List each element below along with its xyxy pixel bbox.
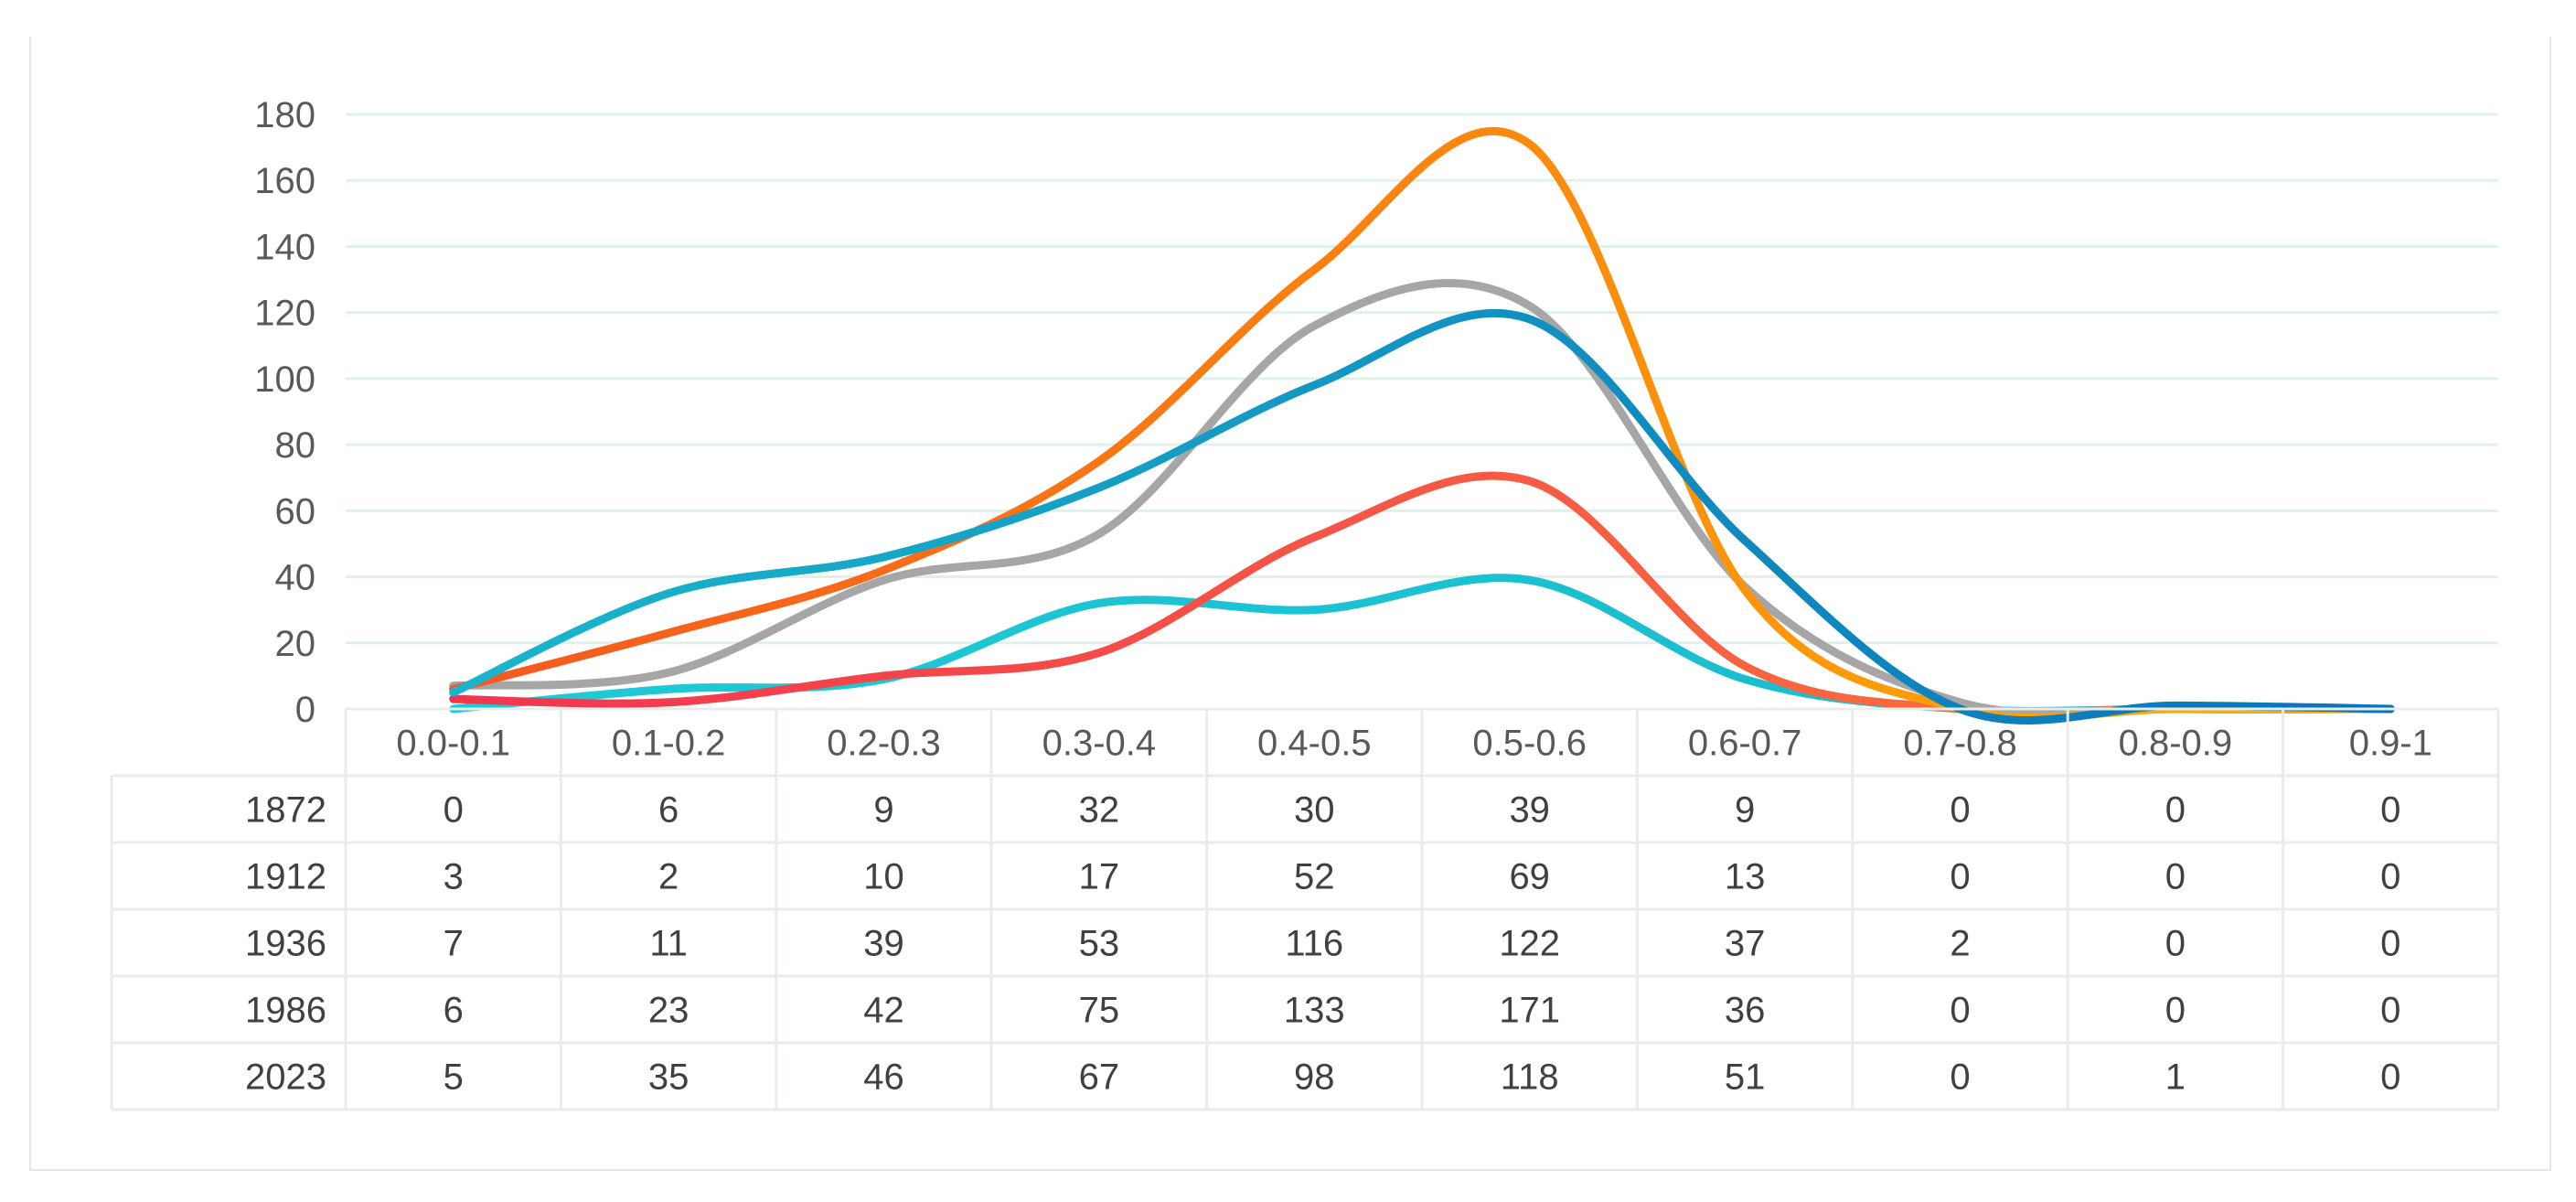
series-lines [449,126,2395,724]
legend-label-1986: 1986 [245,991,326,1031]
table-cell: 7 [444,924,464,964]
table-cell: 39 [1509,790,1550,831]
x-category-label: 0.6-0.7 [1688,724,1802,764]
table-cell: 0 [1950,857,1970,897]
y-tick-label: 140 [254,227,315,267]
chart-frame [29,37,2551,1171]
table-cell: 52 [1294,857,1335,897]
y-tick-label: 120 [254,294,315,334]
table-cell: 36 [1725,991,1766,1031]
table-cell: 116 [1285,924,1343,964]
data-table: 0.0-0.1 0.1-0.2 0.2-0.3 0.3-0.4 0.4-0.5 0.5-0… [110,707,2500,1111]
legend-label-1872: 1872 [245,790,326,831]
table-cell: 10 [863,857,904,897]
x-category-label: 0.1-0.2 [612,724,726,764]
table-cell: 32 [1079,790,1120,831]
legend-label-2023: 2023 [245,1057,326,1098]
x-category-label: 0.8-0.9 [2119,724,2233,764]
table-cell: 0 [2165,991,2186,1031]
table-cell: 35 [648,1057,689,1098]
table-cell: 13 [1725,857,1766,897]
table-cell: 0 [2380,991,2400,1031]
x-category-label: 0.2-0.3 [827,724,941,764]
table-cell: 46 [863,1057,904,1098]
table-cell: 0 [444,790,464,831]
table-cell: 0 [2380,790,2400,831]
x-category-label: 0.4-0.5 [1257,724,1372,764]
table-cell: 42 [863,991,904,1031]
table-cell: 75 [1079,991,1120,1031]
y-tick-label: 40 [275,558,316,598]
table-cell: 51 [1725,1057,1766,1098]
series-line-1986 [449,126,2395,723]
table-cell: 0 [1950,991,1970,1031]
table-cell: 39 [863,924,904,964]
gridlines [346,113,2498,645]
table-cell: 9 [1735,790,1755,831]
table-cell: 1 [2165,1057,2186,1098]
table-cell: 0 [1950,1057,1970,1098]
y-tick-label: 80 [275,425,316,466]
x-category-label: 0.7-0.8 [1903,724,2017,764]
table-cell: 11 [649,924,688,964]
table-cell: 0 [2165,790,2186,831]
table-cell: 2 [1950,924,1970,964]
table-cell: 67 [1079,1057,1120,1098]
table-cell: 0 [2380,857,2400,897]
table-cell: 53 [1079,924,1120,964]
table-cell: 23 [648,991,689,1031]
y-tick-label: 20 [275,624,316,664]
table-cell: 5 [444,1057,464,1098]
y-tick-label: 0 [295,690,315,730]
table-cell: 0 [2165,924,2186,964]
series-line-2023 [449,308,2395,724]
legend-label-1912: 1912 [245,857,326,897]
y-tick-label: 60 [275,491,316,531]
series-line-1936 [449,279,2395,718]
table-cell: 69 [1509,857,1550,897]
y-tick-label: 100 [254,360,315,400]
table-cell: 0 [2165,857,2186,897]
table-cell: 30 [1294,790,1335,831]
table-cell: 122 [1499,924,1560,964]
y-tick-label: 160 [254,161,315,201]
table-cell: 133 [1284,991,1345,1031]
legend-label-1936: 1936 [245,924,326,964]
table-cell: 2 [658,857,679,897]
y-axis: 0 20 40 60 80 100 120 140 160 180 [254,95,315,730]
x-category-label: 0.9-1 [2349,724,2432,764]
table-cell: 118 [1501,1057,1559,1098]
table-cell: 9 [873,790,893,831]
table-cell: 17 [1079,857,1120,897]
table-cell: 0 [1950,790,1970,831]
x-category-label: 0.0-0.1 [396,724,510,764]
table-cell: 3 [444,857,464,897]
table-cell: 171 [1499,991,1560,1031]
table-cell: 6 [444,991,464,1031]
table-cell: 6 [658,790,679,831]
x-category-label: 0.3-0.4 [1042,724,1157,764]
table-cell: 0 [2380,1057,2400,1098]
table-cell: 0 [2380,924,2400,964]
y-tick-label: 180 [254,95,315,135]
table-cell: 37 [1725,924,1766,964]
table-cell: 98 [1294,1057,1335,1098]
x-category-label: 0.5-0.6 [1472,724,1587,764]
